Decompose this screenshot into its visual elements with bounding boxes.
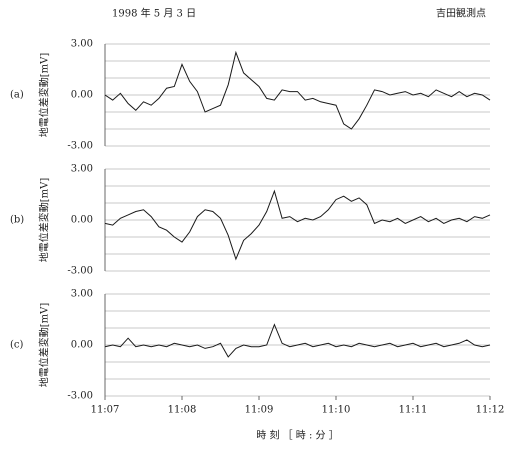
panel-label: (b) bbox=[10, 215, 24, 226]
x-tick-label: 11:09 bbox=[245, 405, 274, 416]
y-tick-label: 3.00 bbox=[71, 39, 93, 50]
y-tick-label: -3.00 bbox=[67, 266, 93, 277]
date-label: 1998 年 5 月 3 日 bbox=[112, 7, 196, 20]
x-tick-label: 11:08 bbox=[168, 405, 197, 416]
y-tick-label: 3.00 bbox=[71, 289, 93, 300]
station-label: 吉田観測点 bbox=[436, 7, 486, 20]
signal-line bbox=[104, 189, 491, 261]
y-tick-label: -3.00 bbox=[67, 391, 93, 402]
x-tick-label: 11:07 bbox=[91, 405, 120, 416]
signal-line bbox=[104, 50, 491, 130]
y-tick-label: 3.00 bbox=[71, 164, 93, 175]
panel-label: (c) bbox=[10, 340, 24, 351]
panel-label: (a) bbox=[10, 90, 24, 101]
x-tick-label: 11:12 bbox=[476, 405, 505, 416]
y-tick-label: 0.00 bbox=[71, 215, 93, 226]
y-tick-label: 0.00 bbox=[71, 90, 93, 101]
y-tick-label: -3.00 bbox=[67, 141, 93, 152]
x-axis-title: 時 刻 ［ 時 : 分 ］ bbox=[256, 429, 338, 442]
x-tick-label: 11:10 bbox=[322, 405, 351, 416]
signal-line bbox=[104, 323, 491, 358]
x-tick-label: 11:11 bbox=[399, 405, 428, 416]
y-tick-label: 0.00 bbox=[71, 340, 93, 351]
y-axis-title: 地電位差変動[mV] bbox=[38, 178, 51, 263]
y-axis-title: 地電位差変動[mV] bbox=[38, 53, 51, 138]
y-axis-title: 地電位差変動[mV] bbox=[38, 303, 51, 388]
